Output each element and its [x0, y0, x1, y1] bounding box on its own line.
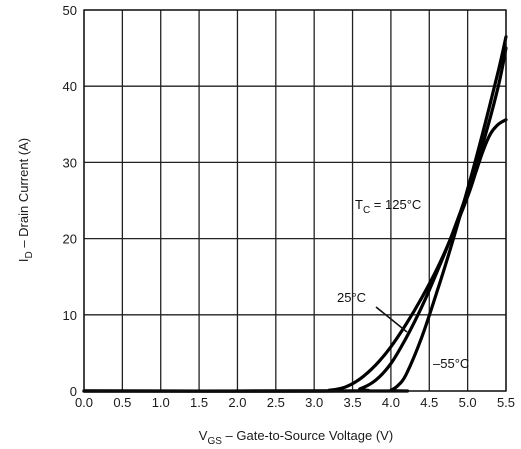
annotation-tc125-main: T	[355, 197, 363, 212]
annotation-tc125-rest: = 125°C	[370, 197, 421, 212]
x-tick-label: 0.0	[75, 395, 93, 410]
annotation-tc25: 25°C	[337, 290, 366, 305]
x-tick-label: 4.5	[420, 395, 438, 410]
x-axis-title-main: V	[199, 428, 208, 443]
x-tick-label: 3.5	[344, 395, 362, 410]
y-tick-label: 40	[63, 79, 77, 94]
x-tick-label: 1.5	[190, 395, 208, 410]
y-tick-label: 10	[63, 308, 77, 323]
x-axis-title-sub: GS	[207, 436, 222, 447]
x-tick-label: 1.0	[152, 395, 170, 410]
x-tick-label: 0.5	[113, 395, 131, 410]
x-tick-labels: 0.0 0.5 1.0 1.5 2.0 2.5 3.0 3.5 4.0 4.5 5.0 5.5	[75, 395, 515, 410]
x-tick-label: 2.0	[228, 395, 246, 410]
x-tick-label: 4.0	[382, 395, 400, 410]
y-axis-title-rest: – Drain Current (A)	[16, 138, 31, 251]
x-tick-label: 2.5	[267, 395, 285, 410]
y-tick-label: 0	[70, 384, 77, 399]
y-tick-labels: 0 10 20 30 40 50	[63, 3, 77, 399]
x-tick-label: 3.0	[305, 395, 323, 410]
y-tick-label: 50	[63, 3, 77, 18]
y-axis-title: ID – Drain Current (A)	[16, 138, 35, 262]
x-tick-label: 5.0	[459, 395, 477, 410]
annotation-tc125-sub: C	[363, 205, 370, 216]
y-axis-title-sub: D	[24, 251, 35, 258]
y-tick-label: 20	[63, 232, 77, 247]
x-axis-title: VGS – Gate-to-Source Voltage (V)	[199, 428, 393, 447]
x-axis-title-rest: – Gate-to-Source Voltage (V)	[222, 428, 393, 443]
y-tick-label: 30	[63, 155, 77, 170]
plot-area	[84, 10, 506, 391]
x-tick-label: 5.5	[497, 395, 515, 410]
annotation-tcm55: –55°C	[433, 356, 469, 371]
